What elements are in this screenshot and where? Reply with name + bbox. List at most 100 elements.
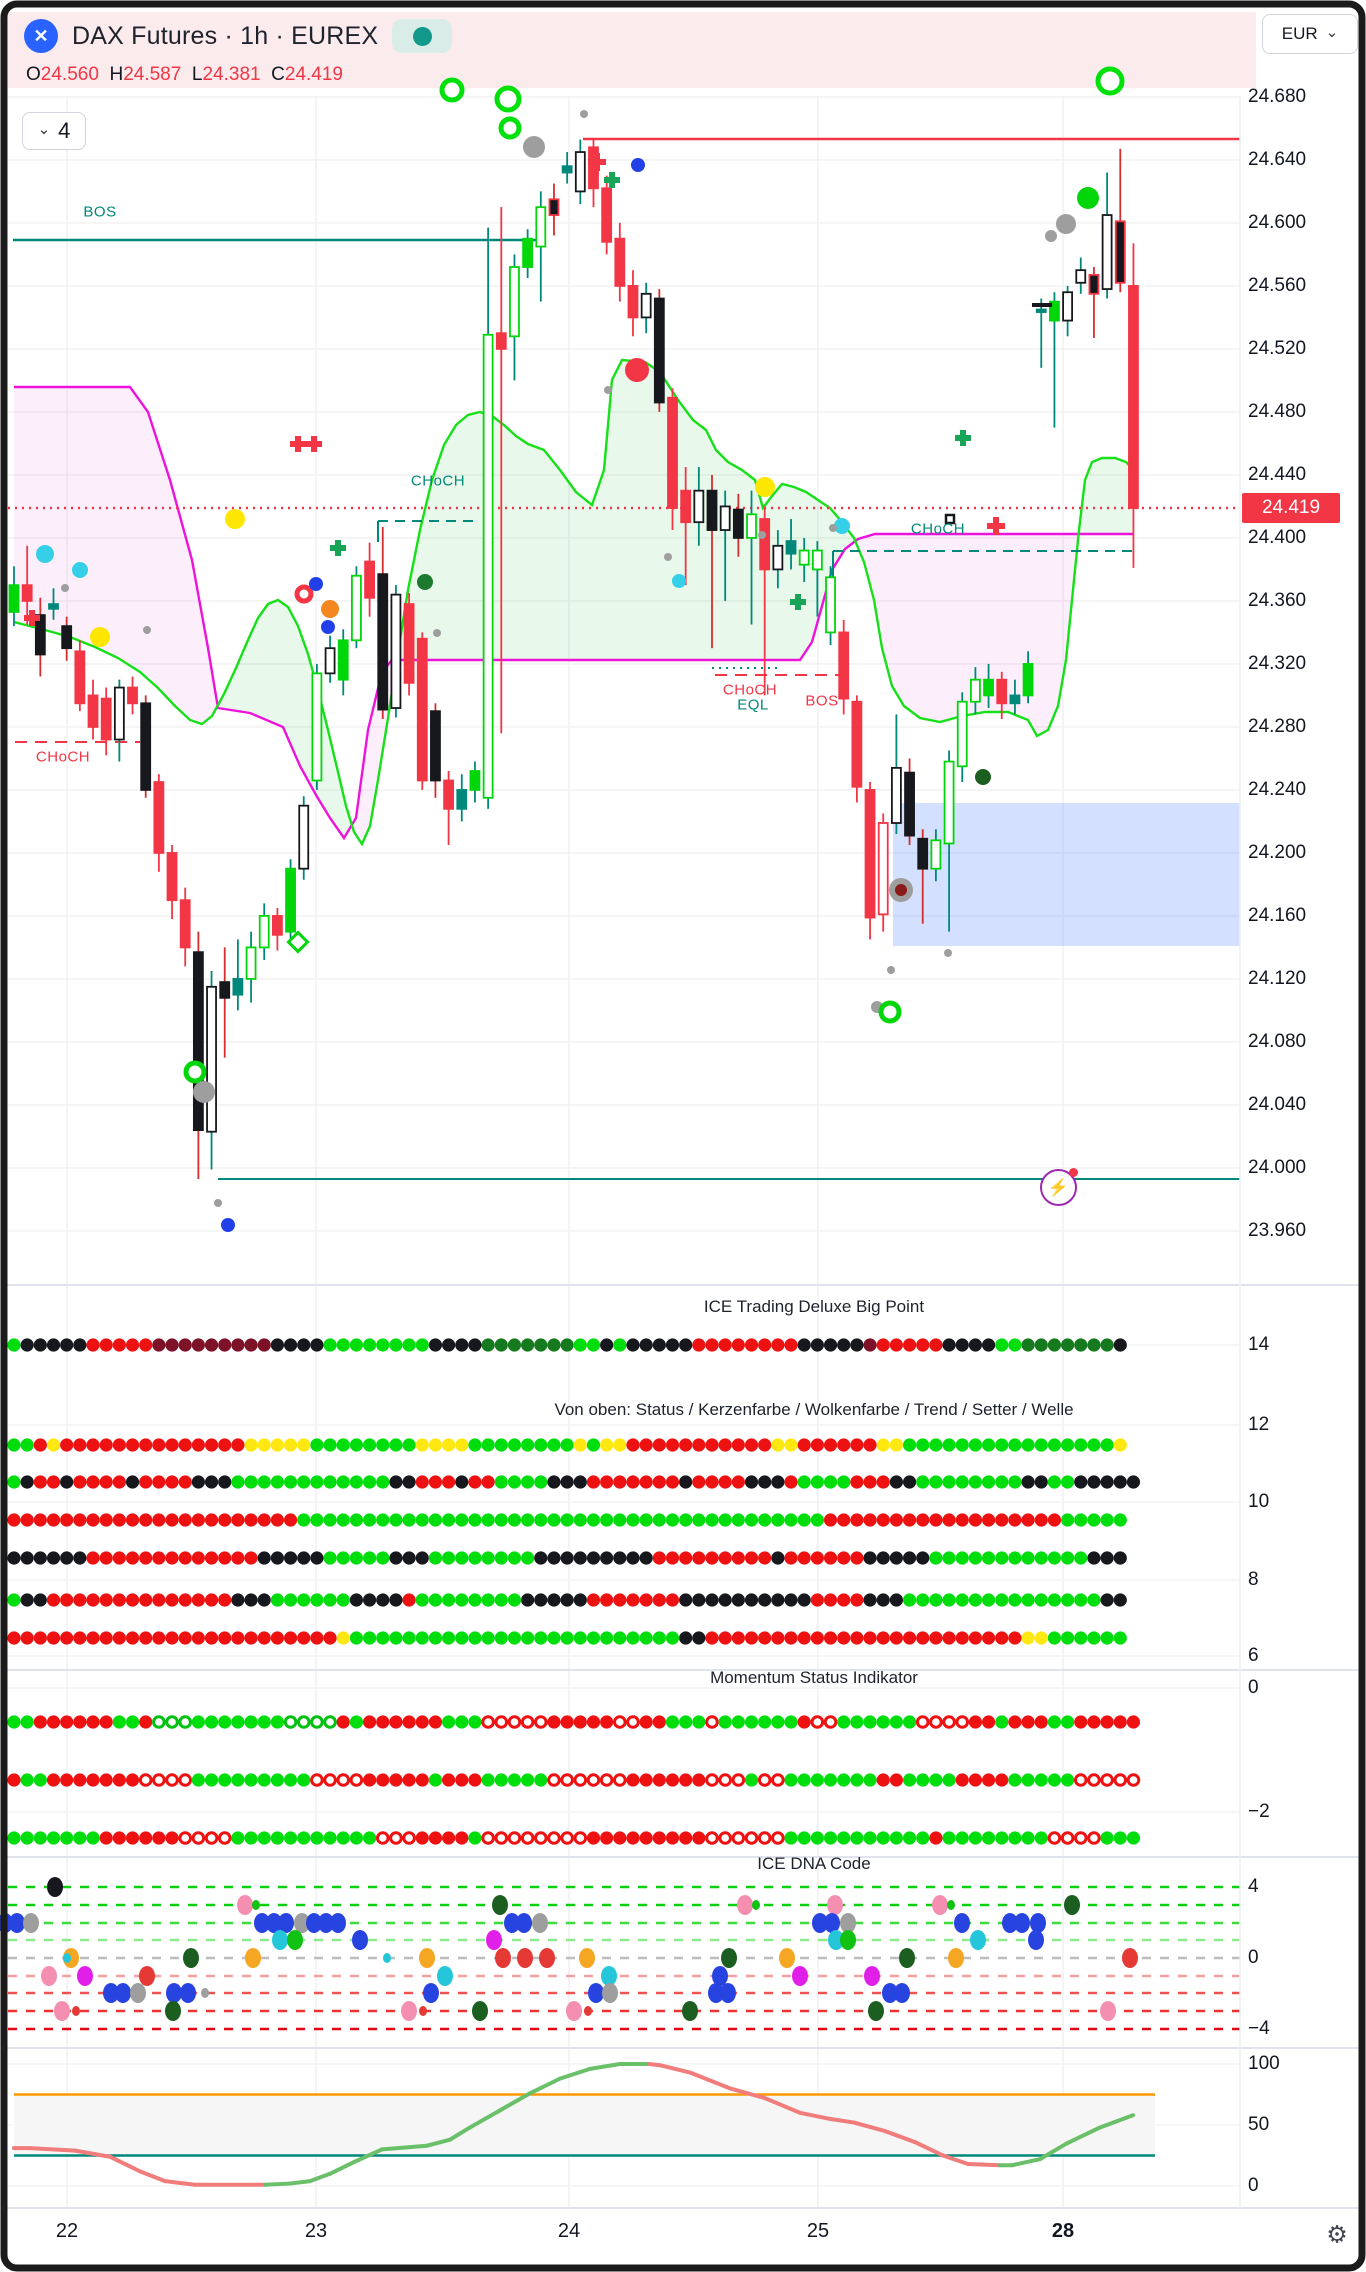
indicator-dot [744,1715,759,1729]
indicator-dot [876,1631,890,1645]
indicator-dot [402,1513,416,1527]
dna-dot [1030,1913,1046,1933]
indicator-dot [797,1593,811,1607]
indicator-dot [652,1831,666,1845]
indicator-dot [152,1831,166,1845]
indicator-dot [718,1551,732,1565]
indicator-dot [1021,1475,1035,1489]
ichimoku-cloud [266,602,273,723]
indicator-dot [560,1438,574,1452]
indicator-dot [428,1551,443,1565]
ichimoku-cloud [336,763,343,837]
candles-remaining-button[interactable]: ⌄ 4 [22,112,86,150]
indicator-dot [152,1438,166,1452]
ichimoku-cloud [756,483,763,660]
cloud-lower-line [13,358,1134,847]
indicator-dot [46,1715,61,1729]
indicator-dot-ring [152,1715,166,1729]
indicator-dot [415,1338,429,1352]
indicator-dot [1074,1475,1088,1489]
indicator-dot [442,1338,456,1352]
indicator-dot [191,1438,205,1452]
indicator-dot [744,1438,759,1452]
candle-body [495,332,507,350]
indicator-dot [125,1593,140,1607]
indicator-dot [1087,1438,1101,1452]
ichimoku-cloud [1120,459,1127,534]
symbol-logo-icon[interactable]: ✕ [24,19,58,53]
candle-body [838,631,850,700]
indicator-dot [613,1551,627,1565]
indicator-dot [112,1715,126,1729]
indicator-dot [705,1631,719,1645]
ichimoku-cloud [175,498,182,713]
dna-dot [779,1948,795,1968]
indicator-dot-ring [771,1831,785,1845]
indicator-dot [889,1715,903,1729]
indicator-dot-ring [481,1831,495,1845]
indicator-dot [507,1475,522,1489]
indicator-dot [481,1338,495,1352]
indicator-dot [995,1631,1009,1645]
ichimoku-cloud [952,534,959,719]
settings-gear-icon[interactable]: ⚙ [1326,2221,1348,2249]
indicator-dot [494,1773,508,1787]
indicator-dot [310,1551,324,1565]
indicator-dot [639,1715,653,1729]
indicator-dot [784,1551,798,1565]
indicator-dot [73,1551,87,1565]
candle-body [1101,214,1113,290]
ichimoku-cloud [161,452,168,699]
indicator-dot [191,1338,205,1352]
indicator-dot [376,1631,390,1645]
indicator-dot [968,1551,983,1565]
status-pill[interactable] [392,19,453,53]
indicator-dot [547,1513,561,1527]
indicator-dot [244,1438,258,1452]
chart-header: ✕ DAX Futures · 1h · EUREX [24,19,453,53]
ichimoku-cloud [294,618,301,768]
indicator-dot [257,1831,271,1845]
indicator-dot [613,1593,627,1607]
indicator-dot [507,1338,522,1352]
ichimoku-cloud [1036,534,1043,735]
indicator-dot [376,1593,390,1607]
indicator-dot [731,1551,745,1565]
indicator-dot [1126,1715,1141,1729]
indicator-dot [1034,1631,1048,1645]
indicator-dot [20,1475,34,1489]
time-axis-label: 24 [557,2220,581,2242]
indicator-dot [165,1551,179,1565]
indicator-dot [231,1438,245,1452]
indicator-dot [46,1593,61,1607]
indicator-dot-ring [520,1715,535,1729]
indicator-dot [718,1475,732,1489]
indicator-dot [152,1338,166,1352]
currency-selector[interactable]: EUR ⌄ [1262,14,1358,54]
ichimoku-cloud [553,461,560,660]
indicator-dot [1008,1475,1022,1489]
indicator-dot [270,1593,284,1607]
flash-boost-button[interactable]: ⚡ [1040,1168,1078,1206]
dna-dot [72,2006,80,2016]
dna-dot [294,1913,310,1933]
indicator-dot [942,1593,956,1607]
indicator-dot [33,1773,47,1787]
indicator-dot [547,1438,561,1452]
indicator-dot [1061,1773,1075,1787]
indicator-dot [507,1551,522,1565]
indicator-dot [968,1773,983,1787]
symbol-title[interactable]: DAX Futures · 1h · EUREX [72,21,379,50]
indicator-dot-ring [955,1715,970,1729]
indicator-dot-ring [178,1773,193,1787]
indicator-dot [455,1438,469,1452]
ichimoku-cloud [798,488,805,660]
indicator-dot [428,1338,443,1352]
ichimoku-cloud [637,361,644,660]
indicator-dot [731,1338,745,1352]
indicator-dot [1100,1631,1114,1645]
indicator-dot [560,1593,574,1607]
indicator-dot-ring [507,1831,522,1845]
